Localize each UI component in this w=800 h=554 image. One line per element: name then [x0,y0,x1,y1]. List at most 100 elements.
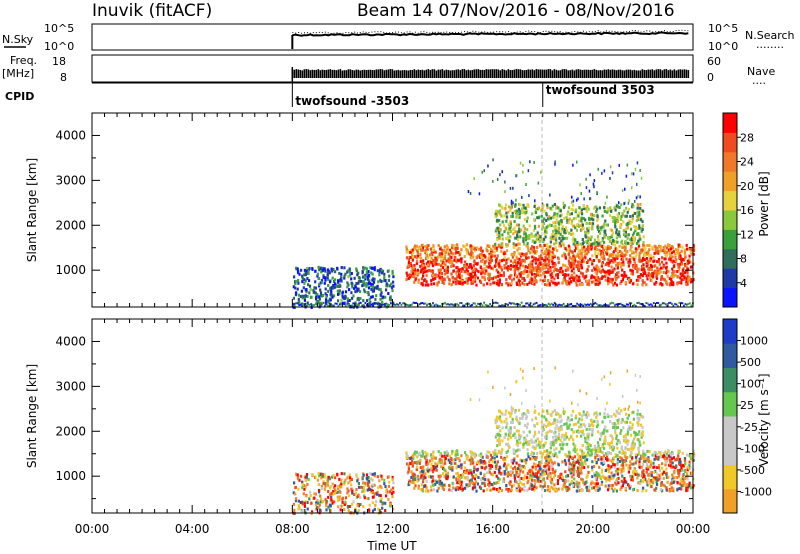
scatter-cell [537,271,540,275]
scatter-cell [542,469,545,473]
scatter-cell [483,169,485,173]
scatter-cell [364,302,367,304]
colorbar-swatch [723,248,737,269]
scatter-cell [493,481,496,485]
scatter-cell [367,304,370,307]
scatter-cell [621,255,624,259]
scatter-cell [535,249,538,253]
scatter-cell [378,287,381,291]
scatter-cell [349,304,352,307]
scatter-cell [643,250,646,254]
scatter-cell [528,487,531,491]
scatter-cell [637,278,640,282]
scatter-cell [531,234,534,238]
scatter-cell [450,303,452,306]
scatter-cell [385,490,388,494]
scatter-cell [660,249,663,253]
scatter-cell [513,264,516,268]
scatter-cell [686,488,689,492]
scatter-cell [672,281,675,285]
scatter-cell [371,289,374,293]
scatter-cell [611,231,614,235]
scatter-cell [387,475,390,479]
scatter-cell [572,242,575,246]
scatter-cell [320,303,323,306]
scatter-cell [566,265,569,269]
scatter-cell [620,263,623,267]
scatter-cell [356,273,359,277]
scatter-cell [641,228,644,231]
scatter-cell [621,246,624,249]
scatter-cell [518,266,521,270]
scatter-cell [337,305,340,307]
scatter-cell [581,466,584,470]
scatter-cell [625,223,628,227]
scatter-cell [487,272,490,276]
scatter-cell [470,265,473,269]
scatter-cell [646,243,649,247]
scatter-cell [422,264,425,268]
scatter-cell [606,207,609,211]
scatter-cell [683,457,687,461]
scatter-cell [600,228,603,232]
scatter-cell [439,274,442,277]
scatter-cell [433,282,436,286]
scatter-cell [411,274,414,278]
scatter-cell [465,251,468,255]
scatter-cell [369,266,372,270]
scatter-cell [629,222,632,225]
scatter-cell [489,453,493,457]
scatter-cell [657,251,660,255]
scatter-cell [617,275,620,279]
scatter-cell [456,279,459,283]
scatter-cell [538,215,541,219]
scatter-cell [385,282,388,286]
scatter-cell [677,305,679,307]
scatter-cell [349,476,352,480]
scatter-cell [535,237,538,241]
scatter-cell [314,280,317,284]
scatter-cell [380,268,383,272]
scatter-cell [465,243,468,247]
scatter-cell [558,241,561,245]
scatter-cell [410,264,413,268]
scatter-cell [595,272,598,276]
scatter-cell [356,304,359,307]
scatter-cell [504,190,506,194]
scatter-cell [626,210,629,214]
scatter-cell [325,508,328,512]
scatter-cell [475,480,478,484]
scatter-cell [643,258,646,262]
scatter-cell [537,263,540,267]
scatter-cell [324,276,327,280]
scatter-cell [346,297,349,301]
scatter-cell [449,258,452,262]
scatter-cell [448,460,452,464]
scatter-cell [612,302,615,305]
scatter-cell [681,270,684,274]
scatter-cell [448,282,451,286]
scatter-cell [670,275,673,279]
scatter-cell [572,199,575,203]
scatter-cell [417,280,420,284]
scatter-cell [313,286,316,290]
scatter-cell [663,456,666,460]
scatter-cell [308,303,311,306]
scatter-cell [681,477,684,481]
scatter-cell [480,246,483,250]
scatter-cell [294,286,297,290]
scatter-cell [595,276,598,280]
scatter-cell [630,462,633,466]
scatter-cell [316,293,319,297]
scatter-cell [381,506,384,510]
scatter-cell [535,486,538,490]
scatter-cell [419,458,422,462]
scatter-cell [551,251,554,254]
scatter-cell [601,256,604,260]
scatter-cell [660,303,663,306]
colorbar-swatch [723,132,737,153]
scatter-cell [343,508,346,511]
scatter-cell [635,196,638,200]
scatter-cell [465,277,468,281]
scatter-cell [596,279,599,283]
